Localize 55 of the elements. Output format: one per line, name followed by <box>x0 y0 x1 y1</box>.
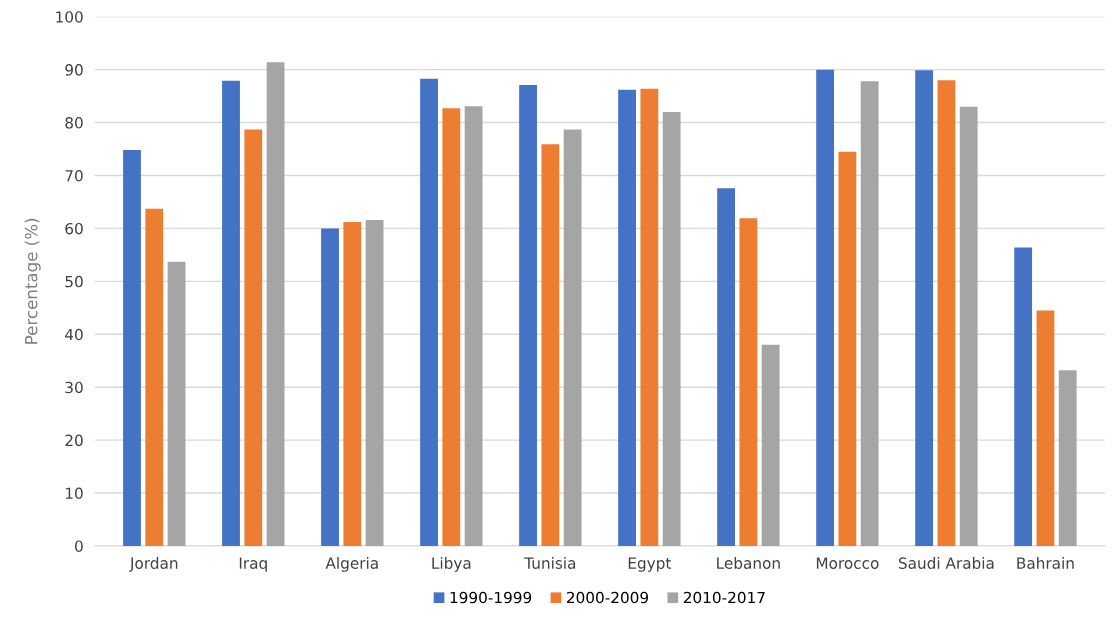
y-tick-label: 90 <box>65 64 83 76</box>
bar <box>365 219 384 546</box>
legend-label: 2010-2017 <box>683 591 765 604</box>
y-tick-label: 40 <box>65 328 83 341</box>
bar <box>343 222 362 546</box>
bar <box>420 78 438 546</box>
y-tick-label: 10 <box>65 487 83 500</box>
bar <box>662 111 681 546</box>
bar <box>519 84 537 546</box>
y-tick-label: 50 <box>65 275 83 288</box>
bar <box>959 106 978 546</box>
bar <box>563 129 582 546</box>
x-tick-label: Bahrain <box>1017 557 1074 569</box>
x-tick-label: Lebanon <box>717 557 780 569</box>
bar <box>739 218 758 546</box>
bar <box>1058 370 1077 546</box>
bar <box>1036 310 1055 546</box>
bar <box>442 108 461 546</box>
y-tick-label: 80 <box>65 117 83 129</box>
bar <box>222 80 240 546</box>
y-tick-label: 70 <box>65 169 83 182</box>
bar <box>541 144 560 546</box>
bar <box>266 62 285 546</box>
bar <box>937 80 956 546</box>
bar <box>244 129 263 546</box>
x-tick-label: Algeria <box>325 557 378 572</box>
bar <box>838 151 857 546</box>
y-axis-title: Percentage (%) <box>24 218 41 344</box>
y-tick-label: 60 <box>65 222 83 235</box>
bar <box>761 344 780 546</box>
bar <box>464 106 483 546</box>
x-tick-label: Libya <box>432 557 471 572</box>
bar <box>618 89 636 546</box>
bar <box>123 150 141 546</box>
y-tick-label: 30 <box>65 381 83 394</box>
x-tick-label: Tunisia <box>524 557 576 569</box>
x-tick-label: Egypt <box>628 557 672 572</box>
y-tick-label: 100 <box>56 11 83 23</box>
y-tick-label: 0 <box>75 540 83 552</box>
bar <box>860 81 879 546</box>
x-tick-label: Iraq <box>239 557 267 572</box>
x-tick-label: Saudi Arabia <box>898 557 994 569</box>
x-tick-label: Jordan <box>129 557 178 572</box>
legend-label: 2000-2009 <box>566 591 649 604</box>
bar <box>145 208 164 546</box>
bar <box>717 188 736 546</box>
bar <box>1014 247 1033 546</box>
bar <box>321 228 339 546</box>
bar <box>167 261 186 546</box>
bar <box>816 69 835 546</box>
bar <box>640 88 659 546</box>
bar <box>915 70 934 546</box>
legend-label: 1990-1999 <box>450 591 532 604</box>
y-tick-label: 20 <box>65 434 83 447</box>
x-tick-label: Morocco <box>816 557 879 569</box>
